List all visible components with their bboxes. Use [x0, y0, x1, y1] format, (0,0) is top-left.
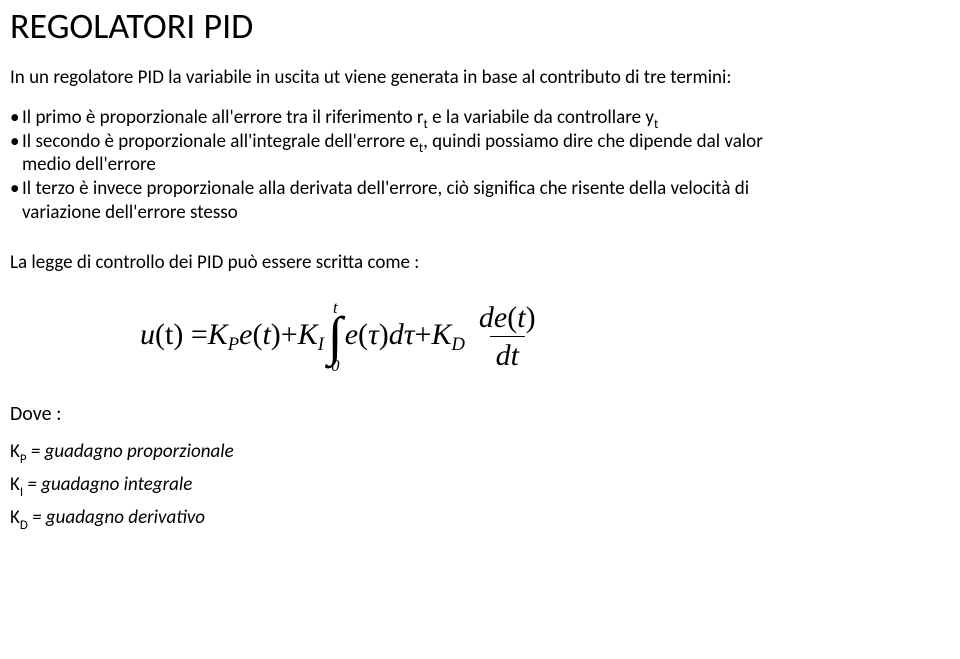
bullet-2-mid: , quindi possiamo dire che dipende dal v… [423, 130, 763, 153]
int-lower: 0 [331, 358, 339, 375]
ki-sub: I [20, 485, 23, 500]
bullet-1-sub2: t [654, 117, 658, 132]
f-plus1: + [281, 318, 298, 352]
frac-num-d: d [479, 301, 494, 334]
integral-icon: t ∫ 0 [328, 300, 343, 375]
f-t1: (t) = [155, 318, 208, 352]
bullet-2-cont: medio dell'errore [22, 153, 156, 177]
kp-k: K [10, 440, 20, 463]
intro-paragraph: In un regolatore PID la variabile in usc… [10, 66, 950, 90]
f-kd-k: K [431, 318, 451, 352]
kp-rest: = guadagno proporzionale [27, 440, 234, 463]
kp-sub: P [20, 452, 27, 467]
bullet-1-text: Il primo è proporzionale all'errore tra … [22, 106, 658, 130]
frac-den: dt [490, 336, 525, 372]
kd-k: K [10, 506, 20, 529]
bullet-item-2-cont: medio dell'errore [10, 153, 950, 177]
fraction: de(t) dt [473, 302, 542, 372]
kd-rest: = guadagno derivativo [28, 506, 205, 529]
page-title: REGOLATORI PID [10, 4, 950, 48]
bullet-1-pre: Il primo è proporzionale all'errore tra … [22, 106, 424, 129]
bullet-spacer [10, 201, 22, 225]
pid-formula: u(t) = KP e(t) + KI t ∫ 0 e(τ)dτ + KD de… [140, 298, 950, 373]
f-ki-k: K [298, 318, 318, 352]
bullet-1-mid: e la variabile da controllare y [428, 106, 654, 129]
f-e2: e [345, 318, 358, 352]
integral-symbol: ∫ [328, 314, 343, 360]
bullet-list: • Il primo è proporzionale all'errore tr… [10, 106, 950, 225]
f-u: u [140, 318, 155, 352]
formula-container: u(t) = KP e(t) + KI t ∫ 0 e(τ)dτ + KD de… [10, 298, 950, 373]
kd-line: KD = guadagno derivativo [10, 506, 950, 529]
bullet-item-3-cont: variazione dell'errore stesso [10, 201, 950, 225]
bullet-1-sub1: t [424, 117, 428, 132]
f-kd-sub: D [451, 334, 464, 356]
bullet-3-cont: variazione dell'errore stesso [22, 201, 238, 225]
law-intro-line: La legge di controllo dei PID può essere… [10, 251, 950, 274]
f-kp-k: K [208, 318, 228, 352]
f-tau: (τ)dτ [358, 318, 415, 352]
bullet-dot-icon: • [10, 130, 22, 154]
bullet-2-text: Il secondo è proporzionale all'integrale… [22, 130, 763, 154]
frac-num: de(t) [473, 302, 542, 337]
f-plus2: + [415, 318, 432, 352]
ki-rest: = guadagno integrale [23, 473, 192, 496]
f-e1: e [239, 318, 252, 352]
bullet-2-sub1: t [419, 141, 423, 156]
ki-line: KI = guadagno integrale [10, 473, 950, 496]
ki-k: K [10, 473, 20, 496]
bullet-spacer [10, 153, 22, 177]
dove-label: Dove : [10, 402, 950, 426]
kp-line: KP = guadagno proporzionale [10, 440, 950, 463]
bullet-item-2: • Il secondo è proporzionale all'integra… [10, 130, 950, 154]
bullet-item-1: • Il primo è proporzionale all'errore tr… [10, 106, 950, 130]
bullet-dot-icon: • [10, 106, 22, 130]
bullet-2-pre: Il secondo è proporzionale all'integrale… [22, 130, 419, 153]
bullet-item-3: • Il terzo è invece proporzionale alla d… [10, 177, 950, 201]
bullet-3-text: Il terzo è invece proporzionale alla der… [22, 177, 749, 201]
frac-num-e: e [494, 301, 507, 334]
kd-sub: D [20, 518, 28, 533]
bullet-dot-icon: • [10, 177, 22, 201]
f-ki-sub: I [318, 334, 324, 356]
document-page: REGOLATORI PID In un regolatore PID la v… [0, 0, 960, 549]
f-arg1: (t) [252, 318, 280, 352]
f-kp-sub: P [228, 334, 239, 356]
